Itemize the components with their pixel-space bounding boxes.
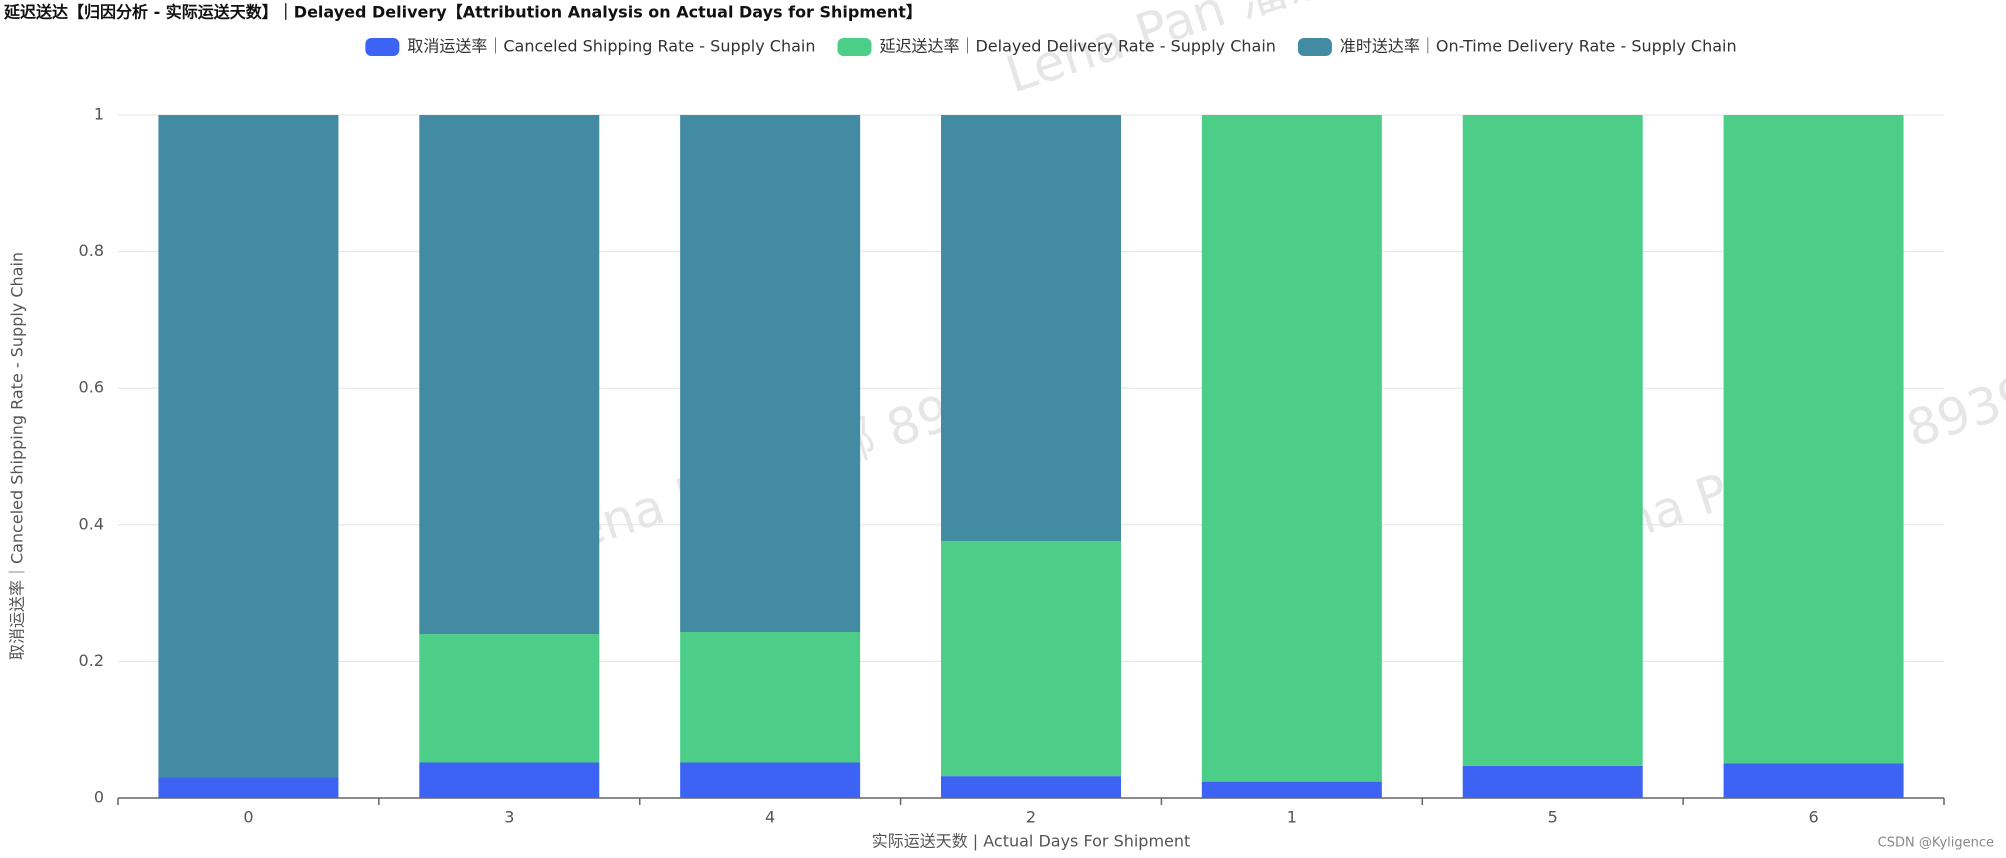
legend-label: 取消运送率｜Canceled Shipping Rate - Supply Ch…	[407, 37, 815, 56]
legend-label: 延迟送达率｜Delayed Delivery Rate - Supply Cha…	[879, 37, 1275, 56]
x-tick-label: 5	[1548, 808, 1558, 827]
x-tick-label: 6	[1808, 808, 1818, 827]
x-tick-label: 1	[1287, 808, 1297, 827]
y-tick-label: 1	[94, 105, 104, 124]
bar-segment	[1462, 765, 1643, 798]
bar-segment	[419, 762, 600, 798]
bar-segment	[941, 776, 1121, 798]
y-axis-label: 取消运送率｜Canceled Shipping Rate - Supply Ch…	[8, 252, 27, 660]
x-tick-label: 3	[504, 808, 514, 827]
y-tick-label: 0.8	[79, 241, 104, 260]
bar-segment	[680, 632, 861, 763]
bar-segment	[680, 762, 861, 798]
bar-segment	[941, 115, 1121, 542]
bar-segment	[680, 115, 861, 633]
x-axis-label: 实际运送天数 | Actual Days For Shipment	[872, 832, 1191, 851]
bar-segment	[1723, 115, 1904, 764]
bar-segment	[1201, 781, 1382, 798]
bar-segment	[1462, 115, 1643, 766]
legend: 取消运送率｜Canceled Shipping Rate - Supply Ch…	[365, 37, 1737, 56]
bar-segment	[158, 115, 339, 778]
legend-swatch	[365, 38, 400, 56]
bar-segment	[941, 541, 1121, 777]
bar-segment	[419, 634, 600, 763]
x-tick-label: 0	[243, 808, 253, 827]
legend-swatch	[837, 38, 872, 56]
y-tick-label: 0.4	[79, 514, 104, 533]
bar-segment	[158, 777, 339, 798]
bar-segment	[419, 115, 600, 635]
chart-title: 延迟送达【归因分析 - 实际运送天数】｜Delayed Delivery【Att…	[3, 3, 922, 22]
y-tick-label: 0.6	[79, 378, 104, 397]
x-tick-label: 4	[765, 808, 775, 827]
credit: CSDN @Kyligence	[1878, 836, 1994, 851]
y-tick-label: 0	[94, 788, 104, 807]
bar-segment	[1201, 115, 1382, 782]
bar-segment	[1723, 763, 1904, 798]
x-tick-label: 2	[1026, 808, 1036, 827]
y-tick-label: 0.2	[79, 651, 104, 670]
legend-label: 准时送达率｜On-Time Delivery Rate - Supply Cha…	[1340, 37, 1737, 56]
legend-swatch	[1297, 38, 1332, 56]
